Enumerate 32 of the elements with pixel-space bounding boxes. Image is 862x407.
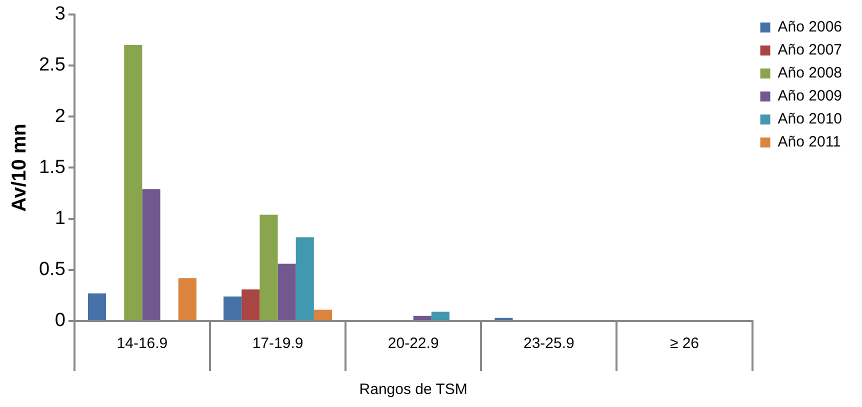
y-tick-label: 1: [54, 208, 66, 230]
bar: [178, 278, 196, 320]
y-tick-label: 3: [54, 4, 66, 25]
bar: [296, 237, 314, 320]
y-tick-label: 1.5: [38, 156, 66, 178]
y-tick-label: 0: [54, 310, 66, 332]
y-tick-label: 0.5: [38, 259, 66, 280]
bar: [224, 296, 242, 320]
bar: [260, 214, 278, 320]
x-tick-label: 23-25.9: [523, 335, 574, 352]
x-tick-label: ≥ 26: [670, 335, 700, 352]
bar: [142, 189, 160, 320]
y-tick-label: 2: [54, 106, 66, 127]
legend-label: Año 2011: [778, 134, 841, 151]
bar: [124, 45, 142, 320]
bar: [314, 310, 332, 320]
legend-label: Año 2009: [778, 88, 842, 105]
x-tick-label: 14-16.9: [116, 335, 168, 352]
legend-label: Año 2006: [778, 18, 842, 36]
x-tick-label: 20-22.9: [388, 335, 439, 352]
legend-label: Año 2007: [778, 42, 842, 59]
bar: [413, 316, 432, 320]
x-tick-label: 17-19.9: [252, 335, 304, 352]
x-axis-title: Rangos de TSM: [359, 381, 468, 398]
bar: [242, 289, 260, 320]
bar: [88, 293, 106, 320]
bar: [431, 312, 450, 320]
legend-label: Año 2008: [778, 64, 842, 82]
y-axis-title: Av/10 mn: [8, 124, 31, 212]
bar: [278, 264, 296, 320]
y-tick-label: 2.5: [38, 54, 66, 76]
legend-label: Año 2010: [778, 110, 842, 128]
